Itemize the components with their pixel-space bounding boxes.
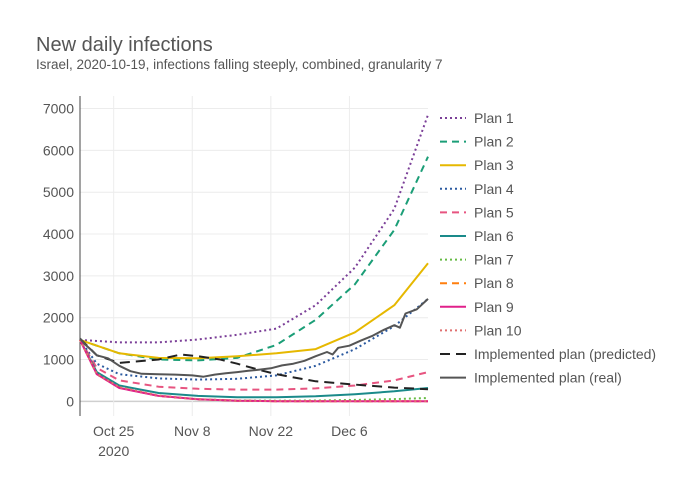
- x-tick-sublabel: 2020: [98, 443, 129, 459]
- legend-label: Implemented plan (predicted): [474, 346, 656, 362]
- legend-label: Plan 7: [474, 252, 514, 268]
- legend-label: Implemented plan (real): [474, 370, 622, 386]
- y-tick-label: 3000: [43, 268, 74, 284]
- series-line-11: [79, 337, 429, 391]
- legend-label: Plan 9: [474, 299, 514, 315]
- y-tick-label: 5000: [43, 184, 74, 200]
- series-line-2: [79, 156, 429, 362]
- legend-label: Plan 2: [474, 134, 514, 150]
- legend-label: Plan 4: [474, 181, 514, 197]
- series-line-3: [79, 262, 429, 360]
- series-line-4: [79, 298, 429, 381]
- x-tick-label: Dec 6: [331, 423, 368, 439]
- y-tick-label: 6000: [43, 142, 74, 158]
- legend-label: Plan 6: [474, 228, 514, 244]
- plot-area: 0 1000 2000 3000 4000 5000 6000 7000 Oct 25 2020 N…: [43, 96, 429, 459]
- series-line-10: [79, 339, 428, 403]
- x-tick-label: Nov 22: [249, 423, 294, 439]
- y-tick-label: 2000: [43, 310, 74, 326]
- series-line-5: [79, 339, 429, 391]
- y-tick-label: 1000: [43, 352, 74, 368]
- legend: Plan 1 Plan 2 Plan 3 Plan 4 Plan 5 Plan 6 Plan…: [440, 110, 656, 386]
- legend-label: Plan 1: [474, 110, 514, 126]
- legend-label: Plan 3: [474, 157, 514, 173]
- y-tick-label: 4000: [43, 226, 74, 242]
- legend-label: Plan 8: [474, 275, 514, 291]
- y-tick-label: 7000: [43, 101, 74, 117]
- series-line-6: [79, 339, 429, 399]
- legend-label: Plan 10: [474, 322, 522, 338]
- chart-subtitle: Israel, 2020-10-19, infections falling s…: [36, 57, 442, 72]
- series-line-12: [79, 298, 429, 378]
- legend-label: Plan 5: [474, 204, 514, 220]
- chart-title: New daily infections: [36, 34, 213, 56]
- y-tick-label: 0: [66, 393, 74, 409]
- series-line-1: [79, 114, 429, 344]
- x-tick-label: Nov 8: [174, 423, 211, 439]
- x-tick-label: Oct 25: [93, 423, 134, 439]
